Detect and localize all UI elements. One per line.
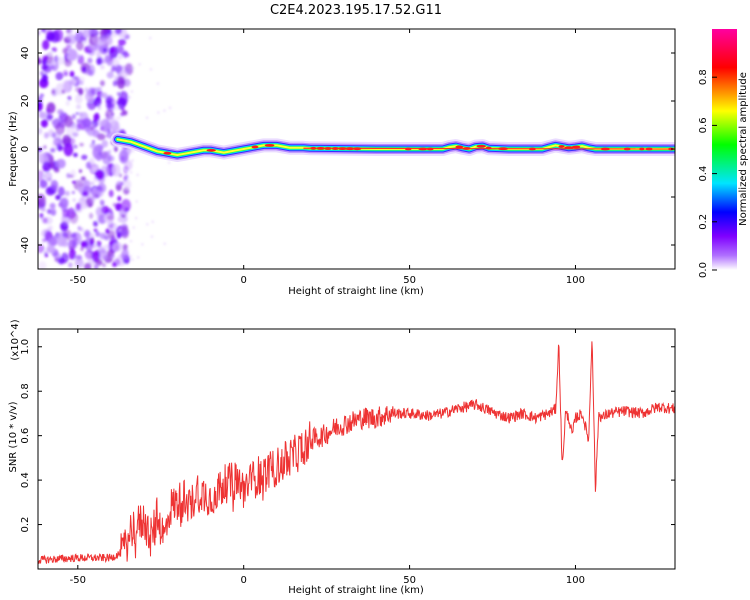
snr-frame (37, 328, 676, 570)
spectrogram-x-tick-label: -50 (70, 275, 86, 286)
colorbar-tick-label: 0.6 (698, 117, 709, 133)
spectrogram-y-label: Frequency (Hz) (8, 111, 19, 187)
spectrogram-peak (163, 151, 172, 155)
snr-x-tick-label: 50 (403, 575, 416, 586)
snr-y-tick-label: 0.6 (20, 428, 31, 444)
spectrogram-peak (571, 145, 581, 149)
spectrogram-ridge-core (303, 147, 675, 150)
spectrogram-ridge (110, 132, 675, 162)
colorbar-tick-label: 0.8 (698, 69, 709, 85)
colorbar-tick-label: 0.0 (698, 262, 709, 278)
spectrogram-peak (455, 145, 464, 149)
snr-y-tick-label: 0.8 (20, 383, 31, 399)
spectrogram-noise-region (38, 29, 171, 269)
spectrogram-ridge-band (116, 138, 675, 156)
spectrogram-peak (251, 145, 259, 149)
colorbar-tick-label: 0.2 (698, 214, 709, 230)
snr-x-label: Height of straight line (km) (288, 585, 424, 596)
colorbar-label: Normalized spectral amplitude (738, 72, 749, 226)
snr-panel: -50 0 50 100 0.2 0.4 0.6 0.8 1.0 Height of stra… (8, 319, 676, 596)
spectrogram-x-tick-label: 100 (566, 275, 585, 286)
snr-x-tick-label: 0 (241, 575, 247, 586)
spectrogram-y-ticks: -40 -20 0 20 40 (20, 47, 675, 253)
spectrogram-y-tick-label: -20 (20, 189, 31, 205)
spectrogram-y-tick-label: 40 (20, 47, 31, 60)
colorbar: 0.0 0.2 0.4 0.6 0.8 Normalized spectral ampl… (698, 29, 749, 278)
spectrogram-x-ticks: -50 0 50 100 (70, 29, 585, 286)
figure-title: C2E4.2023.195.17.52.G11 (270, 3, 442, 18)
snr-y-tick-label: 0.4 (20, 472, 31, 488)
colorbar-tick-label: 0.4 (698, 166, 709, 182)
snr-y-label: SNR (10 * v/v) (8, 401, 19, 472)
spectrogram-y-tick-label: 20 (20, 95, 31, 108)
spectrogram-x-label: Height of straight line (km) (288, 286, 424, 297)
spectrogram-peak (264, 144, 275, 147)
spectrogram-panel: -50 0 50 100 -40 -20 0 20 40 Height of straight… (8, 28, 676, 297)
spectrogram-x-tick-label: 0 (241, 275, 247, 286)
snr-y-multiplier: (x10^4) (10, 319, 21, 360)
spectrogram-y-tick-label: 0 (20, 146, 31, 152)
snr-x-tick-label: -50 (70, 575, 86, 586)
colorbar-ticks: 0.0 0.2 0.4 0.6 0.8 (698, 69, 717, 278)
spectrogram-peak (476, 144, 486, 148)
snr-x-ticks: -50 0 50 100 (70, 329, 585, 586)
snr-series-line (38, 341, 675, 564)
spectrogram-y-tick-label: -40 (20, 237, 31, 253)
snr-x-tick-label: 100 (566, 575, 585, 586)
snr-y-tick-label: 0.2 (20, 517, 31, 533)
colorbar-gradient (712, 29, 737, 270)
spectrogram-x-tick-label: 50 (403, 275, 416, 286)
spectrogram-peak (206, 148, 216, 152)
spectrogram-data (38, 29, 675, 269)
snr-y-ticks: 0.2 0.4 0.6 0.8 1.0 (20, 339, 675, 533)
spectrogram-peak (558, 145, 565, 148)
snr-y-tick-label: 1.0 (20, 339, 31, 355)
